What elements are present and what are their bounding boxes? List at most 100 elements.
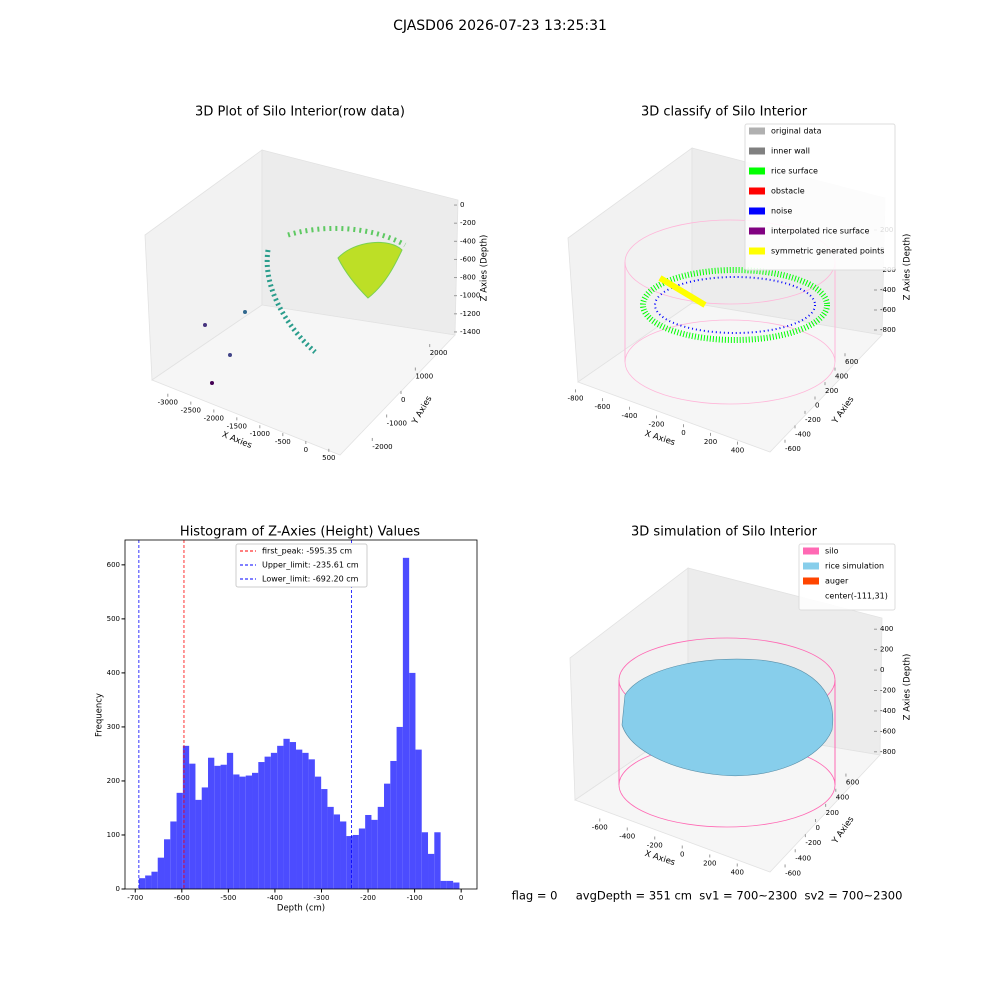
legend-label: symmetric generated points [771,247,884,256]
x-tick-label: -800 [568,394,584,402]
point-cloud [210,381,214,385]
bar [289,742,297,889]
x-tick-label: -2500 [181,407,201,415]
x-tick-label: 200 [703,860,716,868]
z-tick-label: -800 [880,326,896,334]
y-tick-label: 300 [107,723,120,731]
y-tick-label: -1000 [387,419,407,427]
point-cloud [243,310,247,314]
bar [390,760,397,889]
bar [176,792,183,889]
x-tick-label: -400 [619,833,635,841]
chart-title: 3D simulation of Silo Interior [631,525,818,540]
bar [340,821,347,889]
x-tick-label: 0 [680,851,684,859]
bar [371,819,378,889]
z-tick-label: -800 [460,274,476,282]
x-tick-label: -1000 [250,430,270,438]
x-tick-label: -400 [267,894,283,902]
chart-title: 3D classify of Silo Interior [641,105,808,120]
bar [277,745,284,889]
y-tick-label: 400 [835,373,848,381]
x-tick-label: -600 [174,894,190,902]
legend-box [235,543,368,588]
figure-title: CJASD06 2026-07-23 13:25:31 [393,18,607,34]
legend-swatch [803,577,819,585]
x-tick-label: -300 [314,894,330,902]
y-tick-label: -400 [795,854,811,862]
y-tick-label: -400 [795,430,811,438]
pane [151,304,456,456]
z-tick-label: 0 [880,666,884,674]
chart-title: 3D Plot of Silo Interior(row data) [195,105,405,120]
bar [346,836,353,889]
z-tick-label: -200 [880,687,896,695]
x-tick-label: -200 [649,421,665,429]
legend-label: Upper_limit: -235.61 cm [262,561,359,570]
z-tick-label: -600 [460,255,476,263]
bar [358,828,366,889]
bar [409,672,416,889]
y-tick-label: 400 [836,794,849,802]
x-tick-label: 0 [681,429,685,437]
z-tick-label: 400 [880,625,893,633]
bar [182,745,190,889]
x-tick-label: -100 [407,894,423,902]
z-tick-label: -400 [460,237,476,245]
bar [145,875,152,889]
axis-label: Z Axies (Depth) [903,654,913,721]
bar [365,814,372,889]
z-tick-label: -400 [880,707,896,715]
y-tick-label: -600 [785,445,801,453]
axis-label: Frequency [95,693,105,737]
bar [333,814,341,889]
legend-swatch [749,247,765,255]
bar [195,799,202,889]
legend-swatch [749,207,765,215]
legend-label: noise [771,207,792,216]
z-tick-label: -600 [880,306,896,314]
bar [434,832,441,889]
point-cloud [264,249,317,354]
bar [208,757,215,889]
panes [144,149,459,456]
y-tick-label: 200 [107,777,120,785]
x-tick-label: -700 [127,894,143,902]
y-tick-label: 600 [845,358,858,366]
z-tick-label: -200 [460,219,476,227]
x-tick-label: -600 [592,824,608,832]
x-tick-label: 0 [304,446,308,454]
point-cloud [337,241,403,299]
legend-swatch [749,187,765,195]
status-text: flag = 0 avgDepth = 351 cm sv1 = 700~230… [512,889,903,903]
y-tick-label: 100 [107,831,120,839]
legend-label: rice surface [771,167,818,176]
y-tick-label: 2000 [430,349,448,357]
y-tick-label: 600 [107,561,120,569]
bar [239,776,246,889]
bar [226,752,234,889]
y-tick-label: 400 [107,669,120,677]
bar [327,806,334,889]
plot-frame [124,539,478,890]
bar [220,764,227,889]
point-cloud [640,267,830,343]
legend-label: auger [825,577,849,586]
legend-label: interpolated rice surface [771,227,869,236]
y-tick-label: -200 [805,839,821,847]
bar [296,749,303,889]
legend-swatch [749,147,765,155]
y-tick-label: 200 [825,387,838,395]
legend-swatch [749,227,765,235]
legend-swatch [749,167,765,175]
x-tick-label: 0 [459,894,463,902]
x-tick-label: -500 [275,438,291,446]
y-tick-label: 1000 [415,373,433,381]
bar [283,738,290,889]
bar [164,839,171,889]
x-tick-label: -600 [595,403,611,411]
legend-label: first_peak: -595.35 cm [262,547,352,556]
rice-surface [621,658,834,777]
bar [415,749,422,889]
